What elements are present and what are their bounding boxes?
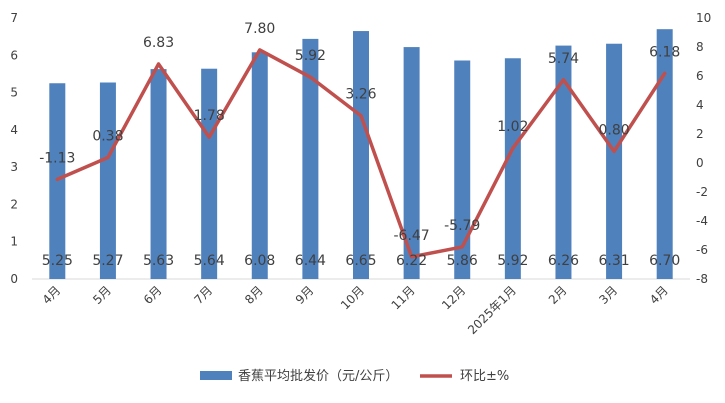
line-point <box>460 245 464 249</box>
y-left-tick-label: 6 <box>10 48 18 62</box>
bar-series <box>49 29 673 280</box>
bar-data-label: 5.64 <box>194 253 225 269</box>
y-left-tick-label: 4 <box>10 123 18 137</box>
bar <box>454 60 471 280</box>
y-left-tick-label: 2 <box>10 197 18 211</box>
x-tick-label: 9月 <box>293 283 317 307</box>
line-point <box>308 75 312 79</box>
y-left-tick-label: 5 <box>10 86 18 100</box>
y-right-tick-label: 4 <box>696 98 704 112</box>
x-tick-label: 10月 <box>338 283 367 312</box>
bar <box>302 38 319 279</box>
x-tick-label: 7月 <box>191 283 215 307</box>
line-data-label: 3.26 <box>345 87 376 103</box>
bar-data-label: 5.86 <box>447 253 478 269</box>
y-right-tick-label: 2 <box>696 127 704 141</box>
line-point <box>106 155 110 159</box>
line-data-label: 5.74 <box>548 51 579 67</box>
bar-data-label: 6.44 <box>295 253 326 269</box>
line-data-label: 0.38 <box>92 128 123 144</box>
line-data-label: 6.83 <box>143 35 174 51</box>
line-point <box>410 255 414 259</box>
y-left-tick-label: 7 <box>10 11 18 25</box>
data-labels: 5.25 5.27 5.63 5.64 6.08 6.44 6.65 6.22 5.86 5.92… <box>39 21 680 269</box>
y-right-tick-label: -2 <box>696 185 708 199</box>
legend-bar-label: 香蕉平均批发价（元/公斤） <box>238 368 398 384</box>
x-tick-label: 6月 <box>141 283 165 307</box>
x-tick-label: 5月 <box>90 283 114 307</box>
x-tick-label: 11月 <box>389 283 418 312</box>
x-tick-label: 3月 <box>596 283 620 307</box>
line-point <box>55 177 59 181</box>
bar-data-label: 6.26 <box>548 253 579 269</box>
line-point <box>207 135 211 139</box>
bar <box>353 31 369 279</box>
line-point <box>258 48 262 52</box>
bar <box>656 29 673 279</box>
bar-data-label: 5.27 <box>92 253 123 269</box>
y-right-tick-label: 0 <box>696 156 704 170</box>
line-point <box>157 62 161 66</box>
bar-data-label: 6.08 <box>244 253 275 269</box>
bar-data-label: 6.70 <box>649 253 680 269</box>
y-right-tick-label: -6 <box>696 243 708 257</box>
line-data-label: -6.47 <box>393 228 429 244</box>
line-point <box>663 71 667 75</box>
bar-data-label: 6.65 <box>345 253 376 269</box>
line-point <box>359 114 363 118</box>
legend-bar-swatch <box>200 371 232 380</box>
line-series <box>55 48 667 259</box>
x-tick-label: 2025年1月 <box>465 283 519 337</box>
bar <box>251 52 268 279</box>
line-point <box>561 78 565 82</box>
y-right-tick-label: 6 <box>696 69 704 83</box>
y-left-tick-label: 3 <box>10 160 18 174</box>
bar-data-label: 6.31 <box>598 253 629 269</box>
x-tick-label: 8月 <box>242 283 266 307</box>
y-left-tick-label: 1 <box>10 235 18 249</box>
legend: 香蕉平均批发价（元/公斤） 环比±% <box>200 368 509 384</box>
line-data-label: 5.92 <box>295 48 326 64</box>
bar <box>99 82 116 279</box>
y-right-tick-label: 8 <box>696 40 704 54</box>
line-data-label: 1.02 <box>497 119 528 135</box>
bar <box>201 68 218 279</box>
line-data-label: 0.80 <box>598 122 629 138</box>
line-data-label: 6.18 <box>649 44 680 60</box>
line-data-label: -5.79 <box>444 218 480 234</box>
bar <box>555 45 572 279</box>
x-tick-label: 12月 <box>439 283 468 312</box>
bar <box>504 58 521 279</box>
y-right-tick-label: -4 <box>696 214 708 228</box>
y-right-tick-label: -8 <box>696 272 708 286</box>
bar-data-label: 5.25 <box>42 253 73 269</box>
x-tick-label: 2月 <box>546 283 570 307</box>
bar-data-label: 6.22 <box>396 253 427 269</box>
bar-data-label: 5.63 <box>143 253 174 269</box>
line-point <box>511 146 515 150</box>
line-data-label: -1.13 <box>39 150 75 166</box>
x-tick-label: 4月 <box>647 283 671 307</box>
y-left-tick-label: 0 <box>10 272 18 286</box>
legend-line-label: 环比±% <box>460 369 509 384</box>
y-right-tick-label: 10 <box>696 11 711 25</box>
x-tick-label: 4月 <box>40 283 64 307</box>
line-data-label: 7.80 <box>244 21 275 37</box>
bar <box>150 69 167 280</box>
bar-data-label: 5.92 <box>497 253 528 269</box>
line-data-label: 1.78 <box>194 108 225 124</box>
bar <box>403 47 420 279</box>
line-point <box>612 149 616 153</box>
bar <box>606 43 623 279</box>
